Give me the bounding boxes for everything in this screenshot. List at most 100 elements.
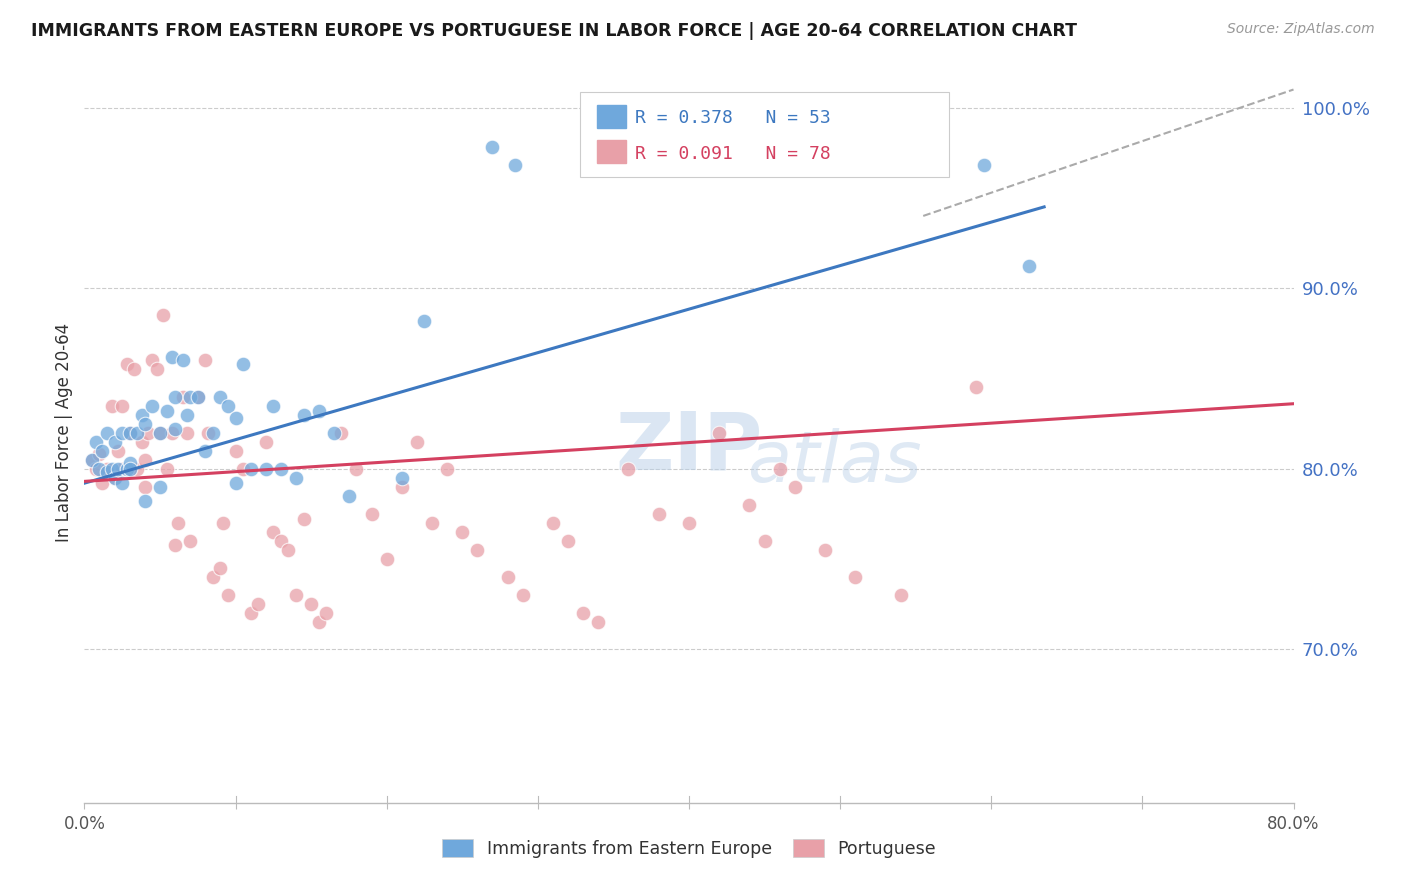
Text: R = 0.091   N = 78: R = 0.091 N = 78 xyxy=(634,145,831,162)
Point xyxy=(165,390,187,404)
Point xyxy=(277,543,299,558)
Point xyxy=(225,443,247,458)
Point xyxy=(346,461,368,475)
Point xyxy=(115,461,138,475)
Point xyxy=(391,480,413,494)
Point xyxy=(678,516,700,530)
Point xyxy=(111,461,134,475)
Point xyxy=(496,570,519,584)
Point xyxy=(973,158,995,172)
Point xyxy=(91,443,114,458)
Point xyxy=(308,404,330,418)
Point xyxy=(131,434,153,449)
Point xyxy=(965,380,987,394)
Point xyxy=(217,399,239,413)
Point xyxy=(107,461,129,475)
FancyBboxPatch shape xyxy=(598,105,626,128)
Point xyxy=(118,425,141,440)
Point xyxy=(118,461,141,475)
Point xyxy=(111,399,134,413)
Point xyxy=(134,452,156,467)
Point xyxy=(80,452,103,467)
Point xyxy=(375,552,398,566)
Point xyxy=(451,524,474,539)
Point xyxy=(783,480,806,494)
Point xyxy=(89,447,111,461)
Point xyxy=(165,538,187,552)
Point xyxy=(111,425,134,440)
Point xyxy=(360,507,382,521)
Point xyxy=(179,390,201,404)
Point xyxy=(197,425,219,440)
Point xyxy=(406,434,429,449)
Point xyxy=(91,476,114,491)
Point xyxy=(232,357,254,371)
Point xyxy=(141,353,163,368)
Point xyxy=(104,471,127,485)
Point xyxy=(814,543,837,558)
Text: R = 0.378   N = 53: R = 0.378 N = 53 xyxy=(634,109,831,127)
Point xyxy=(262,524,284,539)
Point xyxy=(337,489,360,503)
Point xyxy=(176,425,198,440)
Point xyxy=(572,606,595,620)
Point xyxy=(127,461,149,475)
Point xyxy=(481,140,503,154)
Point xyxy=(890,588,912,602)
Point xyxy=(100,461,122,475)
Point xyxy=(134,494,156,508)
Point xyxy=(115,357,138,371)
Point xyxy=(167,516,190,530)
Legend: Immigrants from Eastern Europe, Portuguese: Immigrants from Eastern Europe, Portugue… xyxy=(434,832,943,864)
Point xyxy=(617,461,640,475)
Point xyxy=(413,313,436,327)
Point xyxy=(588,615,610,630)
Point xyxy=(187,390,209,404)
Point xyxy=(299,597,322,611)
Point xyxy=(187,390,209,404)
Y-axis label: In Labor Force | Age 20-64: In Labor Force | Age 20-64 xyxy=(55,323,73,542)
Point xyxy=(512,588,534,602)
Point xyxy=(172,353,194,368)
Point xyxy=(152,308,174,322)
Point xyxy=(104,471,127,485)
Point xyxy=(738,498,761,512)
Point xyxy=(322,425,344,440)
Point xyxy=(247,597,270,611)
Point xyxy=(391,471,413,485)
Point xyxy=(209,390,232,404)
Point xyxy=(212,516,235,530)
Point xyxy=(149,480,172,494)
Text: Source: ZipAtlas.com: Source: ZipAtlas.com xyxy=(1227,22,1375,37)
Point xyxy=(308,615,330,630)
Point xyxy=(503,158,526,172)
Point xyxy=(201,425,224,440)
Point xyxy=(225,411,247,425)
Point xyxy=(201,570,224,584)
Point xyxy=(315,606,337,620)
Point xyxy=(754,533,776,548)
Point xyxy=(254,461,277,475)
Point xyxy=(285,471,308,485)
Point xyxy=(179,533,201,548)
Point xyxy=(149,425,172,440)
FancyBboxPatch shape xyxy=(598,140,626,163)
Point xyxy=(160,350,183,364)
Point xyxy=(80,452,103,467)
Point xyxy=(217,588,239,602)
Point xyxy=(149,425,172,440)
Point xyxy=(270,461,292,475)
Point xyxy=(557,533,579,548)
Point xyxy=(176,408,198,422)
Point xyxy=(156,461,179,475)
Point xyxy=(100,399,122,413)
Point xyxy=(1018,260,1040,274)
Point xyxy=(96,466,118,480)
Point xyxy=(709,425,731,440)
FancyBboxPatch shape xyxy=(581,92,949,178)
Point xyxy=(769,461,792,475)
Point xyxy=(262,399,284,413)
Point xyxy=(239,606,262,620)
Point xyxy=(165,422,187,436)
Point xyxy=(127,425,149,440)
